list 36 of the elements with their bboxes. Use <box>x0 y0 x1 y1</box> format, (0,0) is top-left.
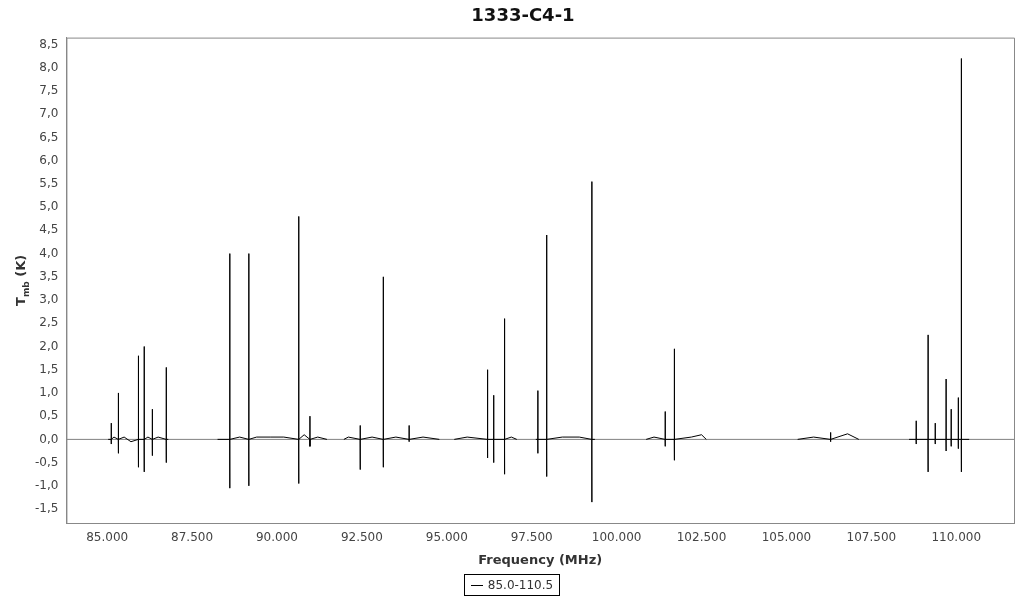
y-tick-label: -0,5 <box>34 454 59 469</box>
y-tick-label: 7,5 <box>39 83 59 98</box>
y-tick-label: 8,0 <box>39 59 59 74</box>
y-tick-label: 7,0 <box>39 106 59 121</box>
x-tick-label: 85.000 <box>86 530 129 545</box>
chart-title: 1333-C4-1 <box>471 4 575 26</box>
x-tick-label: 90.000 <box>255 530 298 545</box>
x-tick-label: 95.000 <box>425 530 468 545</box>
x-tick-label: 110.000 <box>931 530 982 545</box>
x-axis-title: Frequency (MHz) <box>478 551 603 567</box>
x-tick-label: 92.500 <box>340 530 383 545</box>
y-tick-label: 5,0 <box>39 199 59 214</box>
y-axis-title: Tmb (K) <box>13 254 31 306</box>
x-tick-label: 105.000 <box>761 530 812 545</box>
y-tick-label: 6,0 <box>39 152 59 167</box>
y-tick-label: 1,0 <box>39 385 59 400</box>
y-tick-label: -1,5 <box>34 501 59 516</box>
x-tick-label: 107.500 <box>846 530 897 545</box>
y-tick-label: 4,5 <box>39 222 59 237</box>
x-tick-label: 97.500 <box>510 530 553 545</box>
y-tick-label: 2,5 <box>39 315 59 330</box>
y-tick-label: 5,5 <box>39 176 59 191</box>
x-tick-label: 100.000 <box>591 530 642 545</box>
legend-label: 85.0-110.5 <box>487 578 554 592</box>
y-tick-label: -1,0 <box>34 477 59 492</box>
x-tick-label: 102.500 <box>676 530 727 545</box>
y-tick-label: 1,5 <box>39 361 59 376</box>
y-tick-label: 6,5 <box>39 129 59 144</box>
y-tick-label: 0,0 <box>39 431 59 446</box>
y-tick-label: 0,5 <box>39 408 59 423</box>
y-tick-label: 2,0 <box>39 338 59 353</box>
y-tick-label: 3,5 <box>39 268 59 283</box>
y-tick-label: 4,0 <box>39 245 59 260</box>
y-tick-label: 3,0 <box>39 292 59 307</box>
x-tick-label: 87.500 <box>171 530 214 545</box>
y-tick-label: 8,5 <box>39 36 59 51</box>
